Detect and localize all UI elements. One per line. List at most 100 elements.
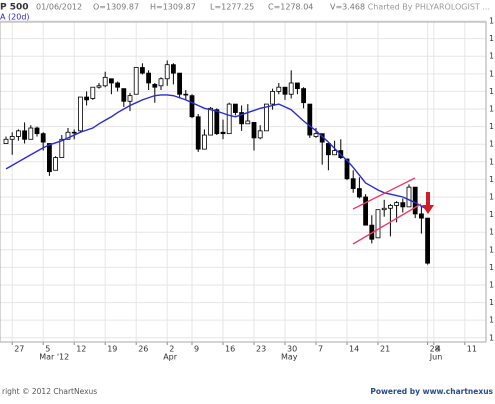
header-info: 01/06/2012 [36, 3, 82, 12]
y-tick-label: 1 [489, 175, 494, 184]
x-tick-label: 7 [318, 345, 323, 354]
month-label: Apr [163, 353, 178, 362]
header-info: H=1309.87 [150, 3, 196, 12]
candle-body [394, 202, 400, 206]
footer-right: Powered by www.chartnexus [370, 387, 493, 396]
y-tick-label: 1 [489, 316, 494, 325]
x-tick-label: 14 [349, 345, 359, 354]
y-tick-label: 1 [489, 140, 494, 149]
header-info: C=1278.04 [268, 3, 313, 12]
candle-body [406, 186, 412, 208]
candle-body [313, 133, 319, 137]
candle-body [164, 64, 170, 80]
candle-body [363, 196, 369, 226]
x-tick-label: 30 [287, 345, 297, 354]
candle-body [158, 78, 164, 87]
y-tick-label: 1 [489, 52, 494, 61]
grid [0, 20, 486, 345]
y-tick-label: 1 [489, 245, 494, 254]
candle-body [245, 120, 251, 125]
candle-body [412, 186, 418, 215]
candle-body [350, 178, 356, 189]
candle-body [183, 93, 189, 96]
candle-body [325, 143, 331, 156]
x-tick-label: 11 [467, 345, 477, 354]
candle-body [115, 82, 120, 88]
candle-body [251, 121, 257, 139]
candle-body [22, 130, 28, 140]
marks [3, 60, 431, 265]
y-tick-label: 1 [489, 157, 494, 166]
candle-body [201, 134, 207, 150]
candle-body [84, 96, 89, 101]
candle-body [270, 91, 276, 105]
candle-body [152, 83, 158, 88]
x-tick-label: 26 [138, 345, 148, 354]
y-tick-label: 1 [489, 87, 494, 96]
header-info: L=1277.25 [210, 3, 254, 12]
candle-body [232, 103, 238, 113]
watermark: Charted By PHLYAROLOGIST ... [368, 3, 490, 12]
month-label: Mar '12 [39, 353, 69, 362]
candle-body [102, 76, 108, 87]
footer-left: right © 2012 ChartNexus [2, 387, 97, 396]
candle-body [47, 143, 52, 173]
x-tick-label: 12 [76, 345, 86, 354]
candle-body [294, 82, 300, 90]
candle-body [214, 109, 220, 135]
ma-legend: A (20d) [0, 13, 30, 22]
y-tick-label: 1 [489, 210, 494, 219]
candle-body [53, 157, 58, 171]
candle-body [375, 209, 381, 239]
candle-body [257, 130, 263, 139]
candle-body [288, 82, 294, 95]
candle-body [381, 207, 387, 211]
x-tick-label: 2 [169, 345, 174, 354]
arrow [422, 192, 434, 214]
ma-line [5, 94, 428, 211]
candle-body [139, 67, 145, 74]
candle-body [307, 103, 313, 136]
candle-body [59, 138, 65, 158]
candle-body [133, 67, 139, 95]
candle-body [276, 86, 282, 92]
candle-body [34, 127, 40, 135]
y-tick-label: 1 [489, 122, 494, 131]
candle-body [226, 103, 232, 135]
candle-body [195, 116, 201, 150]
candle-body [301, 88, 307, 104]
plot-frame [0, 21, 487, 343]
candle-body [332, 150, 338, 156]
chart-title: P 500 [0, 3, 29, 13]
candle-body [90, 86, 96, 99]
candle-body [208, 107, 214, 136]
y-tick-label: 1 [489, 105, 494, 114]
candle-body [3, 138, 9, 144]
x-tick-label: 16 [225, 345, 235, 354]
y-tick-label: 1 [489, 228, 494, 237]
header-info: V=3.468 [330, 3, 365, 12]
channel-upper [352, 177, 416, 210]
candle-body [40, 133, 46, 143]
candle-body [400, 202, 406, 208]
candle-body [344, 158, 350, 180]
y-tick-label: 1 [489, 34, 494, 43]
x-tick-label: 5 [45, 345, 50, 354]
candle-body [425, 217, 431, 264]
month-label: May [281, 353, 298, 362]
candle-body [263, 103, 269, 132]
candle-body [220, 131, 226, 135]
candle-body [71, 131, 77, 134]
candle-body [239, 112, 245, 125]
candle-body [146, 72, 152, 84]
candle-body [78, 96, 83, 132]
x-tick-label: 21 [380, 345, 390, 354]
candle-body [127, 95, 133, 102]
candle-body [418, 213, 424, 219]
candle-body [177, 72, 183, 95]
candle-body [109, 78, 114, 84]
x-tick-label: 28 [430, 345, 440, 354]
candle-body [121, 88, 127, 102]
